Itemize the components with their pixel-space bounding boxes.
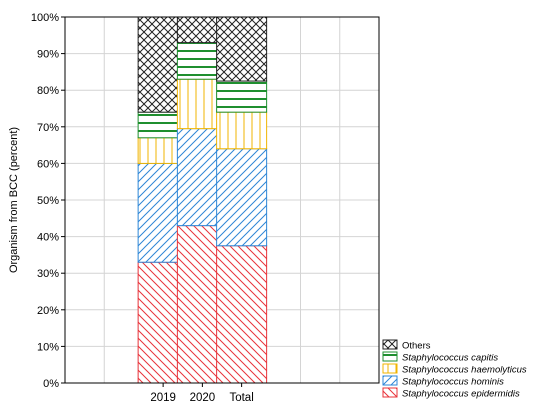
legend-swatch: [382, 387, 398, 398]
x-tick-label: 2020: [190, 392, 216, 404]
y-tick-label: 90%: [37, 49, 59, 61]
y-axis-label: Organism from BCC (percent): [8, 127, 20, 273]
y-tick-label: 50%: [37, 195, 59, 207]
y-tick-label: 70%: [37, 122, 59, 134]
bar-segment: [216, 16, 268, 82]
legend-label: Staphylococcus hominis: [402, 377, 504, 388]
y-tick-label: 20%: [37, 305, 59, 317]
bar-segment: [216, 148, 268, 247]
y-tick-label: 100%: [31, 12, 59, 24]
legend-swatch: [382, 375, 398, 386]
y-tick-label: 10%: [37, 341, 59, 353]
legend-swatch: [382, 351, 398, 362]
y-tick-label: 30%: [37, 268, 59, 280]
y-tick-label: 40%: [37, 232, 59, 244]
legend-label: Staphylococcus epidermidis: [402, 389, 520, 400]
legend-swatch: [382, 363, 398, 374]
legend-label: Staphylococcus capitis: [402, 353, 498, 364]
legend-swatch: [382, 339, 398, 350]
y-tick-label: 60%: [37, 158, 59, 170]
bar-segment: [216, 111, 268, 150]
bar-segment: [216, 80, 268, 113]
y-tick-label: 0%: [43, 378, 59, 390]
legend: [381, 338, 547, 401]
x-tick-label: Total: [229, 392, 253, 404]
bar-segment: [216, 245, 268, 384]
x-tick-label: 2019: [150, 392, 176, 404]
y-tick-label: 80%: [37, 85, 59, 97]
legend-label: Others: [402, 341, 431, 352]
legend-label: Staphylococcus haemolyticus: [402, 365, 527, 376]
